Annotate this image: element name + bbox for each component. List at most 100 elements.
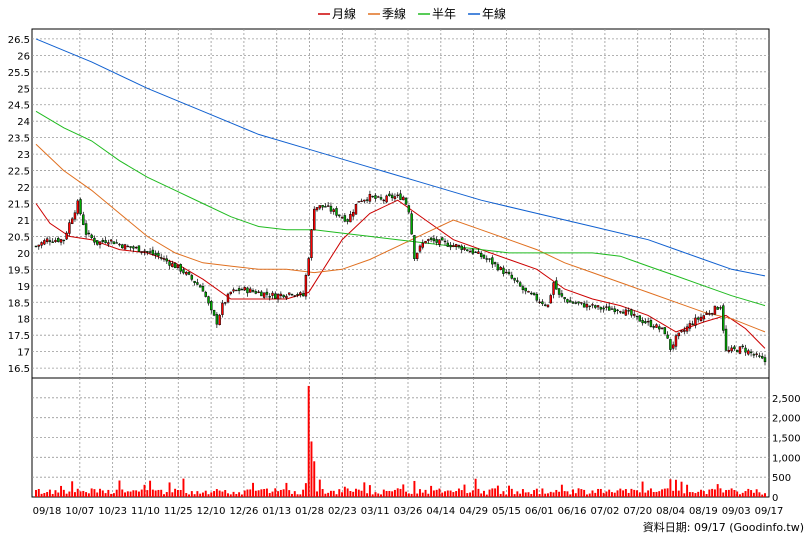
candle [315, 207, 319, 212]
candle [571, 301, 575, 304]
volume-bar [700, 489, 702, 497]
volume-bar [702, 491, 705, 497]
volume-bar [235, 494, 238, 497]
candle [621, 309, 625, 314]
candle [268, 293, 271, 301]
volume-bar [366, 493, 369, 497]
volume-bar [163, 494, 165, 497]
candle [282, 294, 285, 299]
candle [299, 291, 302, 298]
volume-bar [299, 494, 302, 497]
volume-bar [722, 492, 725, 497]
volume-tick-label: 1,500 [772, 434, 801, 445]
x-tick-label: 05/15 [492, 506, 521, 517]
candle [235, 289, 238, 292]
volume-bar [552, 492, 555, 497]
candle [663, 327, 667, 335]
volume-bar [577, 488, 580, 497]
volume-bar [594, 492, 597, 497]
volume-bar [274, 488, 277, 497]
volume-bar [232, 491, 235, 497]
candle [57, 236, 60, 243]
volume-bar [413, 480, 416, 497]
candle [109, 238, 113, 245]
candle [633, 310, 636, 318]
candle [694, 314, 697, 329]
candle [243, 286, 246, 291]
candle [271, 290, 274, 300]
candle [287, 292, 291, 296]
volume-bar [583, 489, 586, 497]
volume-bar [260, 489, 263, 497]
volume-bar [477, 488, 480, 497]
candle [588, 305, 591, 311]
candle [70, 217, 74, 225]
volume-bar [101, 490, 104, 497]
candle [340, 215, 344, 219]
volume-bar [533, 490, 536, 497]
volume-bar [227, 493, 229, 497]
candle [557, 288, 561, 298]
candle [457, 244, 461, 249]
candle [538, 298, 541, 304]
volume-bar [636, 490, 638, 497]
candle [249, 286, 252, 293]
volume-bar [641, 481, 644, 497]
volume-bar [496, 485, 499, 497]
volume-bar [491, 488, 494, 497]
candle [329, 202, 333, 214]
candle [379, 194, 383, 201]
x-tick-label: 12/26 [229, 506, 258, 517]
candle [735, 349, 739, 353]
volume-bar [307, 385, 310, 497]
candle [474, 251, 477, 253]
candle [176, 264, 180, 270]
volume-bar [265, 488, 268, 497]
x-tick-label: 08/19 [689, 506, 718, 517]
candle [446, 239, 450, 248]
volume-bar [193, 494, 196, 497]
candle [532, 292, 536, 296]
candle [491, 255, 494, 268]
volume-bar [277, 491, 280, 497]
volume-bar [176, 490, 179, 497]
candle [432, 234, 436, 244]
candle [758, 352, 761, 359]
x-tick-label: 04/14 [426, 506, 455, 517]
volume-tick-label: 2,000 [772, 414, 801, 425]
volume-bar [741, 492, 744, 497]
candle [674, 333, 678, 350]
candle [121, 243, 124, 249]
y-tick-label: 16.5 [8, 364, 30, 375]
volume-bar [549, 491, 552, 497]
candle [688, 320, 692, 332]
volume-bar [619, 488, 622, 497]
volume-bar [363, 482, 366, 497]
volume-bar [182, 478, 185, 497]
volume-bar [633, 489, 636, 497]
candle [485, 255, 488, 263]
candle [251, 288, 255, 293]
volume-bar [343, 486, 346, 497]
volume-bar [171, 492, 174, 497]
volume-grid [32, 378, 769, 497]
volume-bar [185, 493, 188, 497]
candle [605, 303, 608, 311]
volume-bar [221, 491, 224, 497]
candle [93, 235, 96, 246]
volume-bar [73, 492, 76, 497]
x-tick-label: 07/02 [590, 506, 619, 517]
volume-bar [624, 489, 627, 497]
x-tick-label: 12/10 [197, 506, 226, 517]
candle [34, 245, 38, 248]
x-tick-label: 09/17 [755, 506, 784, 517]
volume-bar [199, 493, 202, 497]
volume-bar [62, 489, 65, 497]
volume-bar [505, 494, 508, 497]
volume-bar [572, 489, 574, 497]
candle [260, 290, 263, 297]
x-tick-label: 10/07 [65, 506, 94, 517]
volume-bar [510, 488, 513, 497]
volume-bar [85, 492, 88, 497]
candle [602, 305, 605, 313]
